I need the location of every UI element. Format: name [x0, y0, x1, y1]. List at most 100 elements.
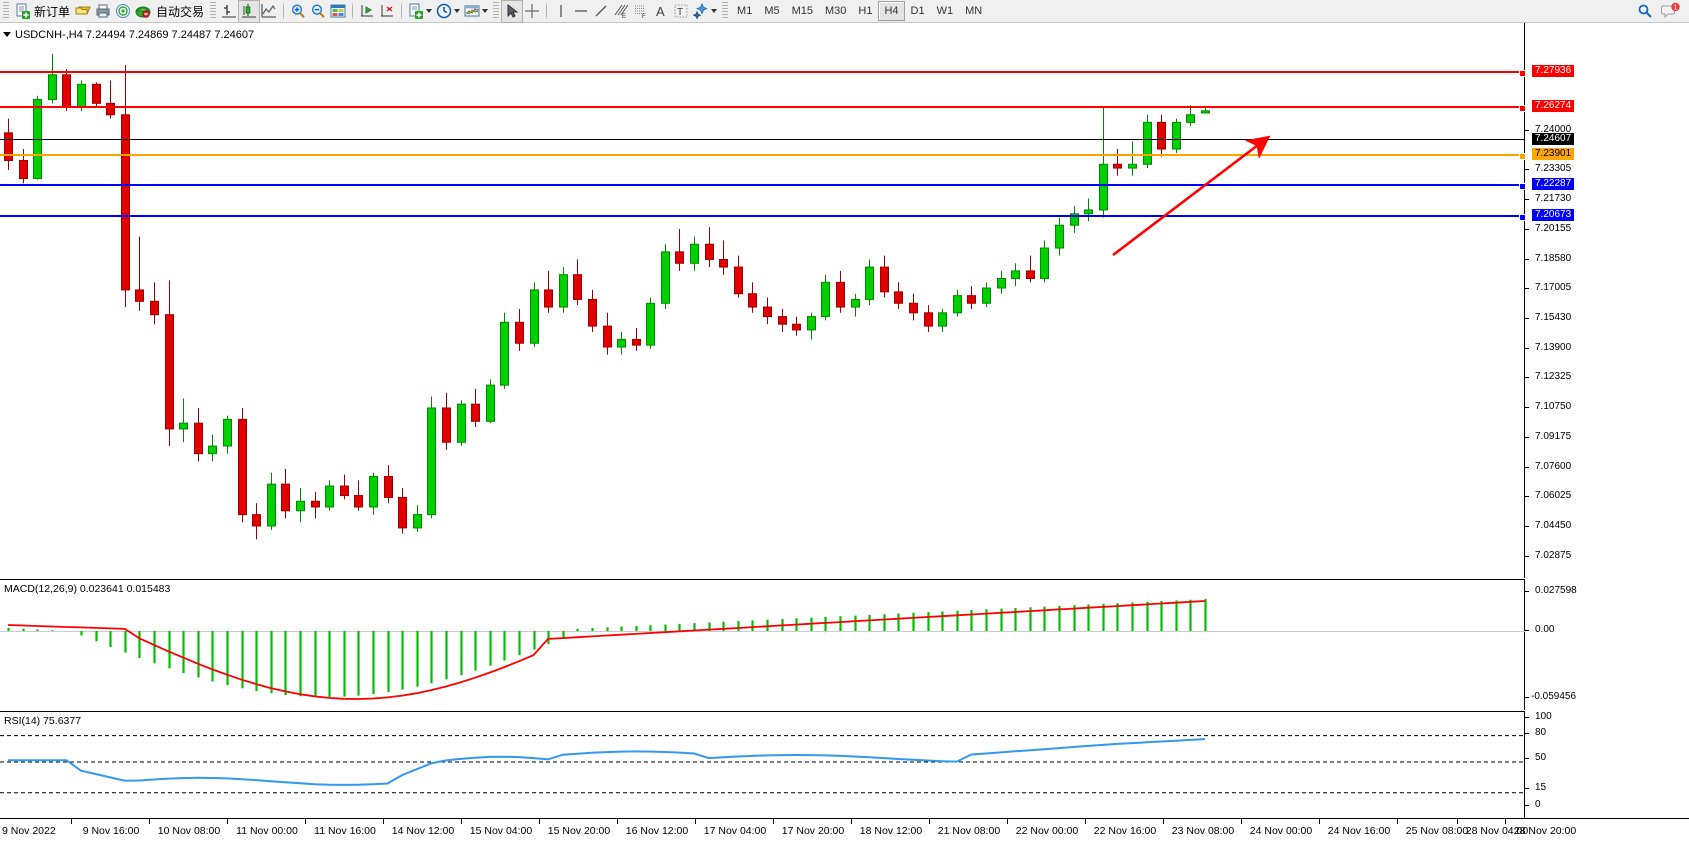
- time-tick-label: 24 Nov 00:00: [1249, 825, 1313, 837]
- timeframe-m30[interactable]: M30: [825, 5, 847, 17]
- macd-pane[interactable]: MACD(12,26,9) 0.023641 0.015483: [0, 579, 1525, 710]
- price-tick-label: 7.02875: [1535, 550, 1572, 561]
- price-tick-mark: [1525, 377, 1529, 378]
- chart-shift-button[interactable]: [377, 1, 397, 22]
- time-tick-label: 14 Nov 12:00: [391, 825, 455, 837]
- time-tick-mark: [539, 819, 540, 824]
- resistance-line-2[interactable]: [0, 105, 1526, 112]
- macd-tick-label: 0.027598: [1535, 585, 1577, 596]
- zoom-out-button[interactable]: [308, 1, 328, 22]
- candlestick-chart-button[interactable]: [238, 0, 261, 23]
- line-chart-button[interactable]: [259, 1, 279, 22]
- timeframe-h1[interactable]: H1: [858, 5, 873, 17]
- time-tick-mark: [71, 819, 72, 824]
- price-scale[interactable]: 7.24000 7.23305 7.21730 7.20155 7.18580 7.170…: [1525, 23, 1689, 590]
- price-level-tag-red[interactable]: 7.26274: [1532, 100, 1575, 112]
- symbol-ohlc-text: USDCNH-,H4 7.24494 7.24869 7.24487 7.246…: [15, 29, 255, 41]
- time-tick-mark: [1085, 819, 1086, 824]
- macd-scale[interactable]: 0.027598 0.00 -0.059456: [1525, 579, 1689, 710]
- price-level-tag-orange[interactable]: 7.23901: [1532, 148, 1575, 160]
- new-order-button[interactable]: 新订单: [12, 1, 73, 22]
- rsi-tick-mark: [1525, 733, 1529, 734]
- toolbar-grip-2[interactable]: [210, 2, 217, 20]
- pivot-line[interactable]: [0, 153, 1526, 160]
- price-tick-mark: [1525, 199, 1529, 200]
- collapse-triangle-icon[interactable]: [3, 32, 11, 37]
- price-level-tag-blue[interactable]: 7.22287: [1532, 178, 1575, 190]
- toolbar-grip-3[interactable]: [493, 2, 500, 20]
- cursor-button[interactable]: [501, 0, 524, 23]
- timeframe-w1[interactable]: W1: [936, 5, 954, 17]
- timeframe-mn[interactable]: MN: [965, 5, 983, 17]
- fibo-expansion-button[interactable]: E: [611, 1, 631, 22]
- shapes-button[interactable]: [691, 1, 719, 22]
- templates-button[interactable]: [462, 1, 490, 22]
- price-tick-label: 7.20155: [1535, 223, 1572, 234]
- vertical-line-button[interactable]: [551, 1, 571, 22]
- price-pane[interactable]: USDCNH-,H4 7.24494 7.24869 7.24487 7.246…: [0, 23, 1526, 578]
- tile-windows-icon: [330, 3, 346, 19]
- print-button[interactable]: [93, 1, 113, 22]
- rsi-series: [0, 735, 1525, 794]
- price-level-tag-blue[interactable]: 7.20673: [1532, 209, 1575, 221]
- text-button[interactable]: A: [651, 1, 671, 22]
- chart-area[interactable]: USDCNH-,H4 7.24494 7.24869 7.24487 7.246…: [0, 23, 1689, 861]
- trend-line-button[interactable]: [591, 1, 611, 22]
- price-level-tag-red[interactable]: 7.27936: [1532, 65, 1575, 77]
- time-axis[interactable]: 9 Nov 2022 9 Nov 16:00 10 Nov 08:00 11 Nov …: [0, 818, 1689, 861]
- time-tick-label: 17 Nov 20:00: [781, 825, 845, 837]
- chevron-down-icon-2[interactable]: [454, 9, 461, 13]
- price-tick-mark: [1525, 288, 1529, 289]
- rsi-pane[interactable]: RSI(14) 75.6377: [0, 711, 1525, 818]
- auto-trading-label: 自动交易: [156, 4, 205, 19]
- auto-trading-button[interactable]: 自动交易: [153, 1, 207, 22]
- candlestick-chart-icon: [241, 3, 257, 19]
- macd-tick-mark: [1525, 697, 1529, 698]
- auto-scroll-button[interactable]: [357, 1, 377, 22]
- compile-icon: [115, 3, 131, 19]
- crosshair-button[interactable]: [522, 1, 542, 22]
- rsi-scale[interactable]: 100 80 50 15 0: [1525, 711, 1689, 818]
- compile-button[interactable]: [113, 1, 133, 22]
- price-tick-label: 7.09175: [1535, 431, 1572, 442]
- timeframe-d1[interactable]: D1: [910, 5, 925, 17]
- chevron-down-icon[interactable]: [426, 9, 433, 13]
- time-tick-label: 16 Nov 12:00: [625, 825, 689, 837]
- time-tick-label: 22 Nov 00:00: [1015, 825, 1079, 837]
- time-tick-label: 15 Nov 04:00: [469, 825, 533, 837]
- resistance-line-1[interactable]: [0, 70, 1526, 77]
- bar-chart-button[interactable]: [219, 1, 239, 22]
- toolbar-grip[interactable]: [3, 2, 9, 20]
- timeframe-m1[interactable]: M1: [737, 5, 753, 17]
- svg-text:T: T: [677, 7, 683, 18]
- expert-advisor-button[interactable]: [133, 1, 153, 22]
- alerts-icon[interactable]: 1: [1661, 3, 1681, 19]
- crosshair-icon: [524, 3, 540, 19]
- timeframe-h4[interactable]: H4: [878, 1, 905, 21]
- zoom-in-button[interactable]: [288, 1, 308, 22]
- price-tick-label: 7.10750: [1535, 401, 1572, 412]
- tile-windows-button[interactable]: [328, 1, 348, 22]
- price-level-tag-black[interactable]: 7.24607: [1532, 133, 1575, 145]
- toolbar-separator-4: [546, 2, 548, 20]
- folder-button[interactable]: [73, 1, 93, 22]
- time-tick-label: 9 Nov 16:00: [82, 825, 140, 837]
- time-tick-label: 11 Nov 00:00: [236, 825, 298, 837]
- search-icon[interactable]: [1637, 3, 1653, 19]
- timeframe-m5[interactable]: M5: [764, 5, 780, 17]
- timeframe-m15[interactable]: M15: [791, 5, 813, 17]
- support-line-2[interactable]: [0, 214, 1526, 221]
- chevron-down-icon-4[interactable]: [711, 9, 718, 13]
- text-label-button[interactable]: T: [671, 1, 691, 22]
- horizontal-line-button[interactable]: [571, 1, 591, 22]
- chevron-down-icon-3[interactable]: [482, 9, 489, 13]
- rsi-title: RSI(14) 75.6377: [4, 715, 82, 727]
- periods-button[interactable]: [434, 1, 462, 22]
- time-tick-label: 15 Nov 20:00: [547, 825, 611, 837]
- toolbar-grip-4[interactable]: [722, 2, 729, 20]
- toolbar-separator-3: [401, 2, 403, 20]
- indicators-button[interactable]: [406, 1, 434, 22]
- macd-series: [0, 599, 1525, 700]
- support-line-1[interactable]: [0, 183, 1526, 190]
- fibo-fan-button[interactable]: F: [631, 1, 651, 22]
